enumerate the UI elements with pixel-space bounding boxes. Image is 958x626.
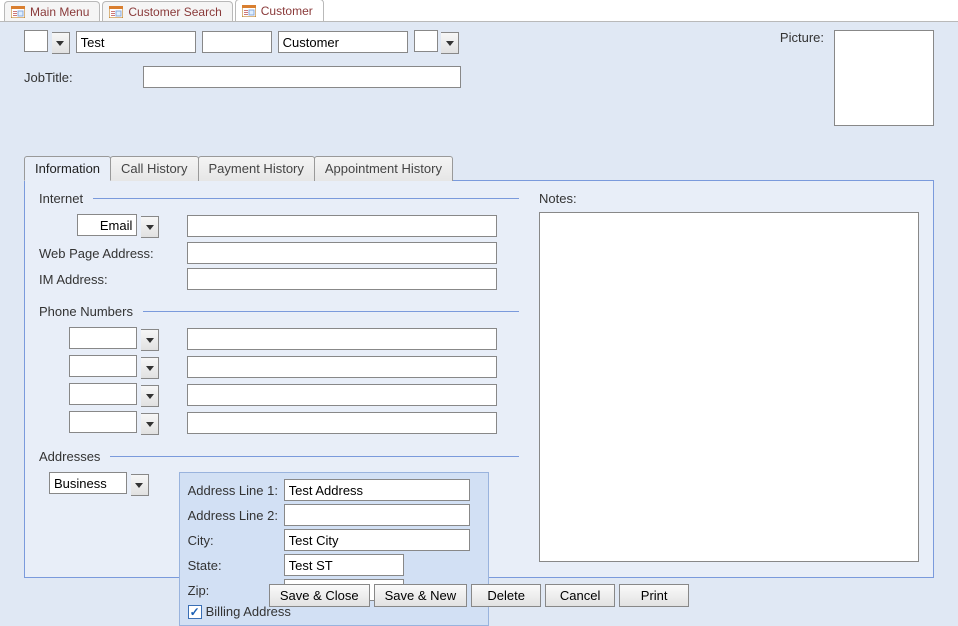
email-type-dropdown[interactable] — [77, 214, 159, 238]
button-label: Delete — [487, 588, 525, 603]
first-name-input[interactable] — [76, 31, 196, 53]
email-input[interactable] — [187, 215, 497, 237]
job-title-input[interactable] — [143, 66, 461, 88]
phone-type-input[interactable] — [69, 383, 137, 405]
addr-line1-label: Address Line 1: — [188, 483, 284, 498]
phone-number-input[interactable] — [187, 384, 497, 406]
tab-label: Customer — [261, 4, 313, 18]
chevron-down-icon[interactable] — [141, 357, 159, 379]
fieldset-legend: Phone Numbers — [39, 304, 133, 319]
state-label: State: — [188, 558, 284, 573]
prefix-dropdown[interactable] — [24, 30, 70, 54]
city-input[interactable] — [284, 529, 470, 551]
button-label: Print — [641, 588, 668, 603]
fieldset-legend: Internet — [39, 191, 83, 206]
save-close-button[interactable]: Save & Close — [269, 584, 370, 607]
email-type-input[interactable] — [77, 214, 137, 236]
notes-textarea[interactable] — [539, 212, 919, 562]
top-tab-customer[interactable]: Customer — [235, 0, 324, 21]
notes-label: Notes: — [539, 191, 919, 206]
phone-fieldset: Phone Numbers — [39, 304, 519, 435]
tab-label: Main Menu — [30, 5, 89, 19]
phone-type-input[interactable] — [69, 355, 137, 377]
chevron-down-icon[interactable] — [141, 385, 159, 407]
phone-number-input[interactable] — [187, 356, 497, 378]
chevron-down-icon[interactable] — [131, 474, 149, 496]
divider — [143, 311, 519, 312]
phone-type-dropdown[interactable] — [69, 355, 159, 379]
chevron-down-icon[interactable] — [141, 413, 159, 435]
print-button[interactable]: Print — [619, 584, 689, 607]
sub-tab-bar: Information Call History Payment History… — [24, 156, 934, 181]
job-title-label: JobTitle: — [24, 70, 73, 85]
tab-label: Information — [35, 161, 100, 176]
form-icon — [109, 6, 123, 18]
fieldset-legend: Addresses — [39, 449, 100, 464]
billing-address-checkbox[interactable] — [188, 605, 202, 619]
im-label: IM Address: — [39, 272, 179, 287]
button-label: Save & New — [385, 588, 457, 603]
picture-label: Picture: — [780, 30, 824, 45]
save-new-button[interactable]: Save & New — [374, 584, 468, 607]
addr-line1-input[interactable] — [284, 479, 470, 501]
tab-label: Customer Search — [128, 5, 221, 19]
suffix-input[interactable] — [414, 30, 438, 52]
webpage-input[interactable] — [187, 242, 497, 264]
top-tab-customer-search[interactable]: Customer Search — [102, 1, 232, 21]
webpage-label: Web Page Address: — [39, 246, 179, 261]
phone-number-input[interactable] — [187, 412, 497, 434]
chevron-down-icon[interactable] — [141, 216, 159, 238]
last-name-dropdown[interactable] — [278, 31, 408, 53]
tab-label: Appointment History — [325, 161, 442, 176]
prefix-input[interactable] — [24, 30, 48, 52]
last-name-input[interactable] — [278, 31, 408, 53]
im-input[interactable] — [187, 268, 497, 290]
phone-type-input[interactable] — [69, 327, 137, 349]
chevron-down-icon[interactable] — [141, 329, 159, 351]
phone-type-dropdown[interactable] — [69, 411, 159, 435]
tab-call-history[interactable]: Call History — [110, 156, 198, 181]
form-area: JobTitle: Picture: Information Call Hist… — [0, 22, 958, 573]
information-panel: Internet Web Page Address: — [24, 180, 934, 578]
phone-number-input[interactable] — [187, 328, 497, 350]
top-tab-bar: Main Menu Customer Search Customer — [0, 0, 958, 22]
city-label: City: — [188, 533, 284, 548]
divider — [93, 198, 519, 199]
phone-type-dropdown[interactable] — [69, 383, 159, 407]
top-tab-main-menu[interactable]: Main Menu — [4, 1, 100, 21]
tab-label: Call History — [121, 161, 187, 176]
tab-label: Payment History — [209, 161, 304, 176]
suffix-dropdown[interactable] — [414, 30, 460, 54]
address-type-dropdown[interactable] — [49, 472, 149, 496]
address-type-input[interactable] — [49, 472, 127, 494]
addr-line2-input[interactable] — [284, 504, 470, 526]
phone-type-dropdown[interactable] — [69, 327, 159, 351]
picture-box[interactable] — [834, 30, 934, 126]
form-icon — [242, 5, 256, 17]
addr-line2-label: Address Line 2: — [188, 508, 284, 523]
chevron-down-icon[interactable] — [52, 32, 70, 54]
tab-information[interactable]: Information — [24, 156, 111, 181]
button-label: Save & Close — [280, 588, 359, 603]
cancel-button[interactable]: Cancel — [545, 584, 615, 607]
middle-name-input[interactable] — [202, 31, 272, 53]
delete-button[interactable]: Delete — [471, 584, 541, 607]
internet-fieldset: Internet Web Page Address: — [39, 191, 519, 290]
tab-appointment-history[interactable]: Appointment History — [314, 156, 453, 181]
button-label: Cancel — [560, 588, 600, 603]
form-icon — [11, 6, 25, 18]
phone-type-input[interactable] — [69, 411, 137, 433]
divider — [110, 456, 519, 457]
tab-payment-history[interactable]: Payment History — [198, 156, 315, 181]
chevron-down-icon[interactable] — [441, 32, 459, 54]
